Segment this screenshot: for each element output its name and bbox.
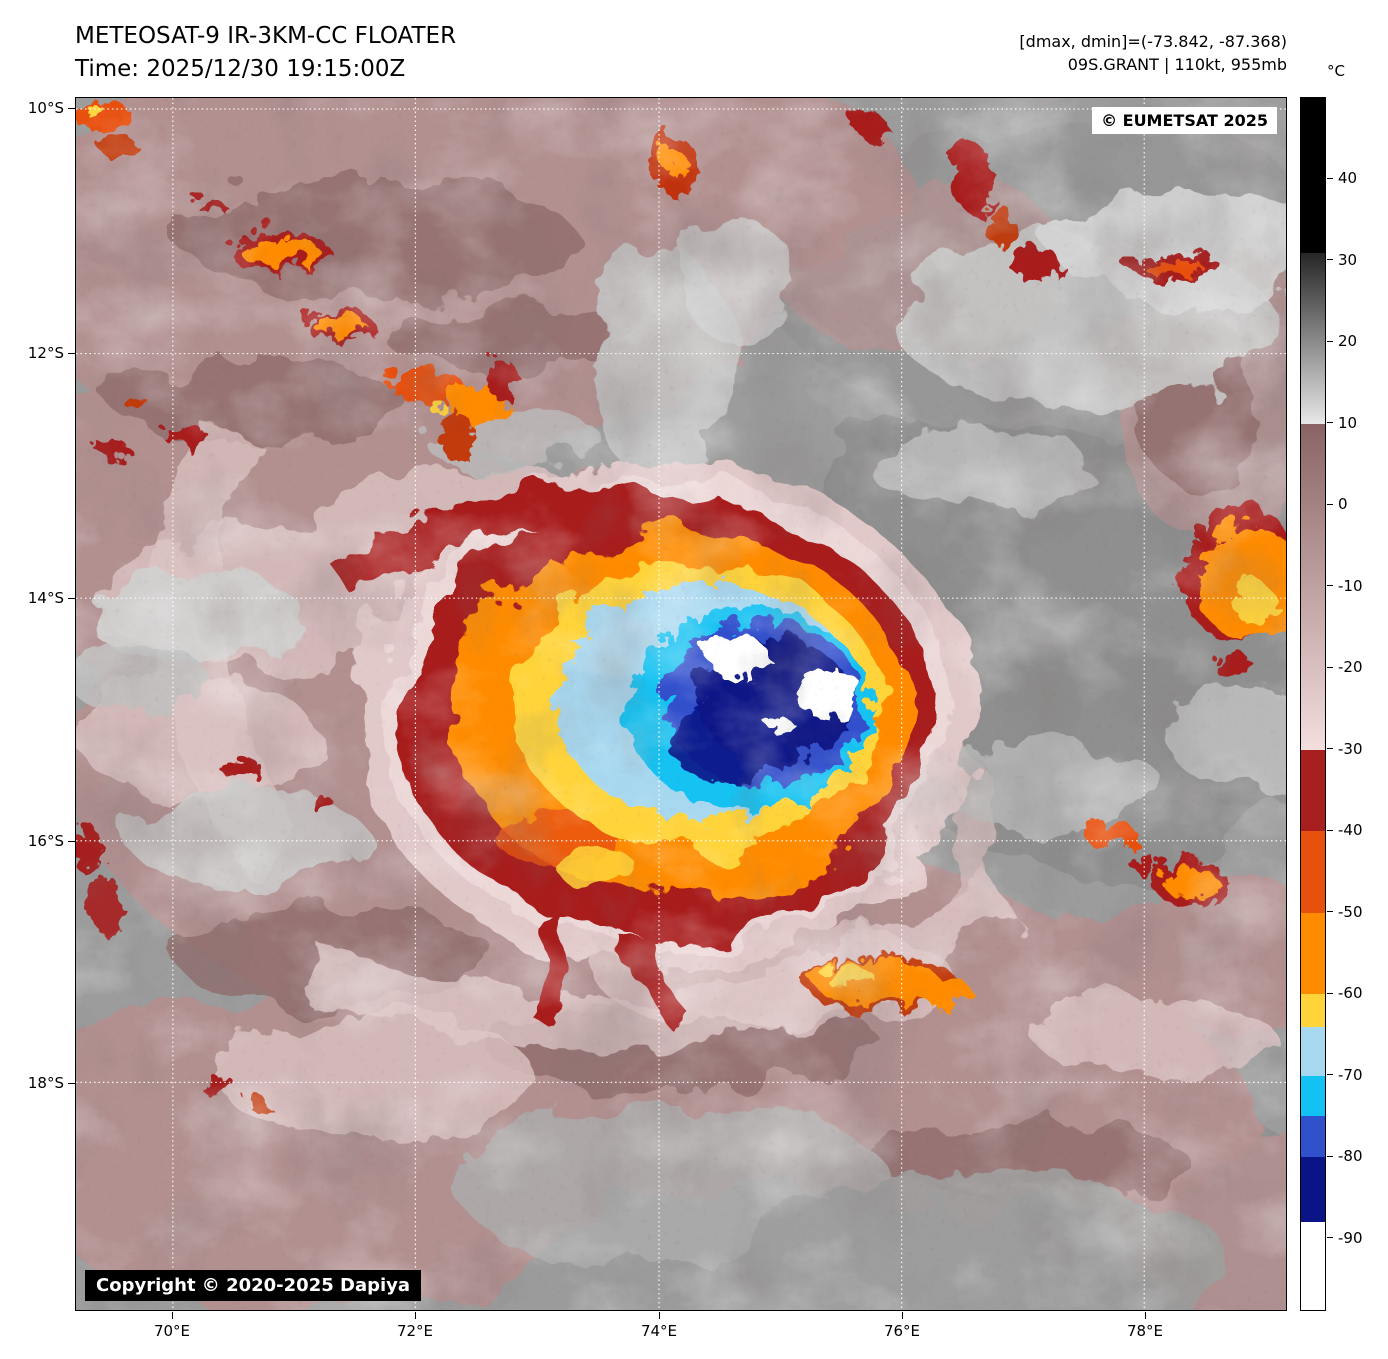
tick-mark — [659, 1312, 660, 1319]
tick-mark — [902, 1312, 903, 1319]
tick-mark — [68, 1083, 75, 1084]
colorbar-tick-mark — [1327, 911, 1333, 913]
colorbar-tick: 40 — [1327, 169, 1357, 187]
colorbar-tick: -30 — [1327, 740, 1363, 758]
colorbar-tick: -20 — [1327, 658, 1363, 676]
colorbar-segment — [1301, 1157, 1325, 1223]
colorbar-segment — [1301, 423, 1325, 750]
lon-tick-label: 76°E — [883, 1322, 921, 1340]
colorbar-tick-mark — [1327, 503, 1333, 505]
figure-info: [dmax, dmin]=(-73.842, -87.368) 09S.GRAN… — [1019, 30, 1287, 76]
colorbar-segment — [1301, 1116, 1325, 1158]
colorbar-segment — [1301, 831, 1325, 913]
lon-tick-label: 74°E — [640, 1322, 678, 1340]
lat-tick-label: 18°S — [27, 1074, 64, 1092]
colorbar-tick: -40 — [1327, 821, 1363, 839]
satellite-image — [76, 98, 1286, 1310]
colorbar-tick-mark — [1327, 259, 1333, 261]
colorbar-segment — [1301, 252, 1325, 424]
colorbar-tick: 30 — [1327, 251, 1357, 269]
colorbar-tick-mark — [1327, 1074, 1333, 1076]
colorbar-segment — [1301, 1222, 1325, 1310]
colorbar-tick-label: -40 — [1338, 821, 1363, 840]
colorbar-tick: 0 — [1327, 495, 1348, 513]
lat-tick-label: 12°S — [27, 344, 64, 362]
colorbar-segment — [1301, 749, 1325, 832]
colorbar-segment — [1301, 994, 1325, 1027]
colorbar-tick-mark — [1327, 422, 1333, 424]
colorbar-tick: -60 — [1327, 984, 1363, 1002]
colorbar-tick: -80 — [1327, 1147, 1363, 1165]
title-line-1: METEOSAT-9 IR-3KM-CC FLOATER — [75, 23, 457, 49]
colorbar-segment — [1301, 98, 1325, 253]
colorbar-tick-label: -90 — [1338, 1228, 1363, 1247]
colorbar-tick-label: -20 — [1338, 658, 1363, 677]
colorbar-tick-label: -70 — [1338, 1065, 1363, 1084]
colorbar-tick-label: 20 — [1338, 332, 1358, 351]
colorbar-ticks: 40 30 20 10 0 -10 -20 -30 -40 -50 -60 -70 -80 -90 — [1327, 97, 1387, 1311]
lon-tick-label: 78°E — [1126, 1322, 1164, 1340]
colorbar-segment — [1301, 912, 1325, 995]
eumetsat-watermark: © EUMETSAT 2025 — [1092, 107, 1277, 134]
colorbar-tick-label: -50 — [1338, 902, 1363, 921]
tick-mark — [172, 1312, 173, 1319]
tick-mark — [1145, 1312, 1146, 1319]
lon-tick-label: 72°E — [396, 1322, 434, 1340]
colorbar-tick-label: 30 — [1338, 250, 1358, 269]
colorbar-tick: -70 — [1327, 1066, 1363, 1084]
colorbar — [1300, 97, 1326, 1311]
colorbar-tick-label: -30 — [1338, 739, 1363, 758]
colorbar-tick-mark — [1327, 1155, 1333, 1157]
lat-tick-label: 14°S — [27, 589, 64, 607]
colorbar-unit: °C — [1327, 62, 1345, 80]
colorbar-tick-mark — [1327, 340, 1333, 342]
colorbar-tick-label: -10 — [1338, 576, 1363, 595]
colorbar-tick: -50 — [1327, 903, 1363, 921]
lat-tick-label: 16°S — [27, 832, 64, 850]
colorbar-tick: -90 — [1327, 1229, 1363, 1247]
colorbar-tick-label: -80 — [1338, 1147, 1363, 1166]
tick-mark — [415, 1312, 416, 1319]
lon-tick-label: 70°E — [153, 1322, 191, 1340]
colorbar-tick-mark — [1327, 585, 1333, 587]
colorbar-tick-mark — [1327, 1237, 1333, 1239]
colorbar-tick-mark — [1327, 748, 1333, 750]
tick-mark — [68, 353, 75, 354]
info-dmax-dmin: [dmax, dmin]=(-73.842, -87.368) — [1019, 32, 1287, 51]
colorbar-tick: -10 — [1327, 577, 1363, 595]
dapiya-watermark: Copyright © 2020-2025 Dapiya — [85, 1270, 422, 1301]
title-line-2: Time: 2025/12/30 19:15:00Z — [75, 56, 406, 82]
colorbar-tick-mark — [1327, 992, 1333, 994]
colorbar-tick-label: 10 — [1338, 413, 1358, 432]
figure-title: METEOSAT-9 IR-3KM-CC FLOATER Time: 2025/… — [75, 20, 456, 86]
tick-mark — [68, 841, 75, 842]
colorbar-segment — [1301, 1075, 1325, 1117]
colorbar-tick: 10 — [1327, 414, 1357, 432]
pixel-speckle-texture — [76, 98, 1286, 1310]
colorbar-tick-label: -60 — [1338, 984, 1363, 1003]
colorbar-tick-label: 0 — [1338, 495, 1348, 514]
colorbar-tick: 20 — [1327, 332, 1357, 350]
colorbar-tick-label: 40 — [1338, 169, 1358, 188]
colorbar-tick-mark — [1327, 177, 1333, 179]
colorbar-tick-mark — [1327, 666, 1333, 668]
satellite-map: © EUMETSAT 2025 Copyright © 2020-2025 Da… — [75, 97, 1287, 1311]
colorbar-segment — [1301, 1026, 1325, 1076]
tick-mark — [68, 108, 75, 109]
tick-mark — [68, 598, 75, 599]
info-storm: 09S.GRANT | 110kt, 955mb — [1067, 55, 1287, 74]
lat-tick-label: 10°S — [27, 99, 64, 117]
colorbar-tick-mark — [1327, 829, 1333, 831]
